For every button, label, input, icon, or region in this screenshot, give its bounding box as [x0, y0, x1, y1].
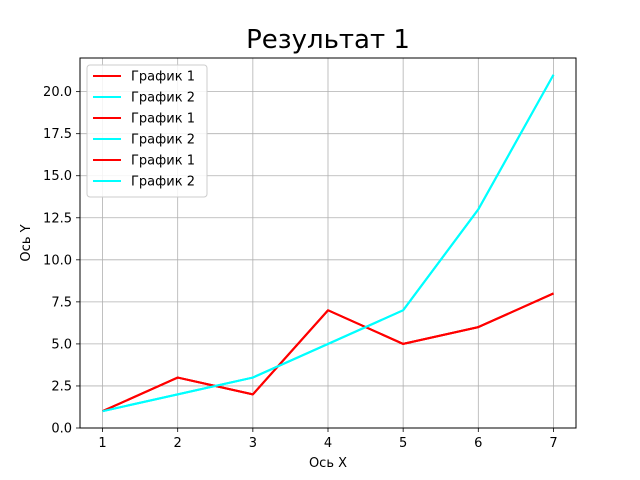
y-tick-label: 17.5 [43, 127, 72, 142]
plot-series [102, 74, 555, 413]
legend-label: График 2 [131, 175, 195, 190]
axis-ticks: 1 2 3 4 5 6 7 0.0 2.5 5.0 7.5 10.0 12.5 15.0 17.5 20.0 [43, 85, 558, 451]
x-tick-label: 6 [474, 436, 482, 451]
legend-label: График 1 [131, 112, 195, 127]
x-axis-label: Ось X [309, 456, 347, 471]
x-tick-label: 2 [174, 436, 182, 451]
y-tick-label: 7.5 [51, 295, 72, 310]
legend-label: График 1 [131, 70, 195, 85]
x-tick-label: 4 [324, 436, 332, 451]
chart-title: Результат 1 [246, 25, 410, 55]
y-tick-label: 0.0 [51, 422, 72, 437]
y-tick-label: 5.0 [51, 337, 72, 352]
y-tick-label: 20.0 [43, 85, 72, 100]
y-tick-label: 2.5 [51, 379, 72, 394]
y-tick-label: 10.0 [43, 253, 72, 268]
legend: График 1 График 2 График 1 График 2 График 1… [86, 64, 208, 198]
y-tick-label: 12.5 [43, 211, 72, 226]
legend-label: График 1 [131, 154, 195, 169]
legend-label: График 2 [131, 91, 195, 106]
x-tick-label: 3 [249, 436, 257, 451]
x-tick-label: 5 [399, 436, 407, 451]
series-line-6 [102, 74, 555, 413]
x-tick-label: 1 [98, 436, 106, 451]
legend-label: График 2 [131, 133, 195, 148]
y-axis-label: Ось Y [19, 224, 34, 261]
grid [80, 58, 576, 429]
y-tick-label: 15.0 [43, 169, 72, 184]
x-tick-label: 7 [549, 436, 557, 451]
series-line-5 [102, 292, 554, 413]
